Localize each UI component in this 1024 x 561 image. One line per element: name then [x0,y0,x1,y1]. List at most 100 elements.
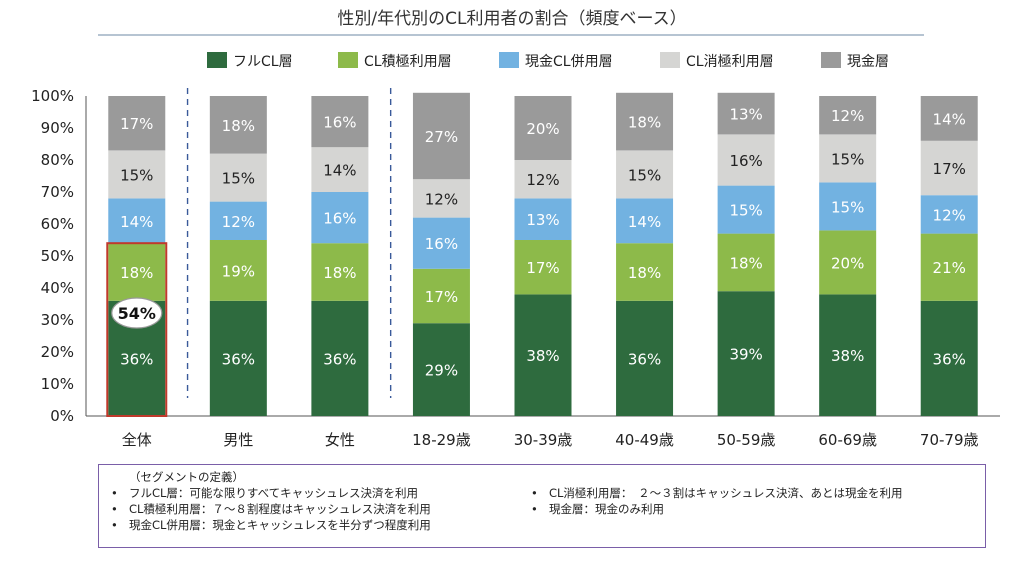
bar-segment [209,240,267,301]
y-tick-label: 50% [41,247,74,265]
data-label: 14% [120,213,153,231]
data-label: 20% [831,254,864,272]
data-label: 27% [425,128,458,146]
data-label: 15% [831,150,864,168]
bar-segment [717,291,775,416]
y-axis: 0% 10% 20% 30% 40% 50% 60% 70% 80% 90% 100% [31,87,1000,425]
definition-text: CL積極利用層：７～８割程度はキャッシュレス決済を利用 [129,502,431,516]
data-label: 15% [729,202,762,220]
bar-segment [412,92,470,180]
data-label: 18% [323,264,356,282]
data-label: 15% [222,170,255,188]
data-label: 38% [831,347,864,365]
bar-segment [920,195,978,234]
x-axis: 全体 男性 女性 18-29歳 30-39歳 40-49歳 50-59歳 60-69歳 70-7… [122,431,979,449]
bar-segment [108,198,166,244]
bar-segment [412,323,470,416]
callout-label: 54% [118,304,156,323]
bar-segment [819,294,877,416]
data-label: 38% [526,347,559,365]
data-label: 12% [222,213,255,231]
legend-swatch [660,52,680,68]
data-label: 16% [425,235,458,253]
bar-segment [819,96,877,135]
bar-segment [819,182,877,231]
bullet: • [111,518,118,532]
data-label: 36% [222,350,255,368]
bar-segment [311,300,369,416]
legend-swatch [821,52,841,68]
bar-segment [717,233,775,292]
bar-segment [717,134,775,186]
segment-definitions-box: （セグメントの定義） • フルCL層：可能な限りすべてキャッシュレス決済を利用 •… [98,464,986,548]
legend: フルCL層 CL積極利用層 現金CL併用層 CL消極利用層 現金層 [207,52,889,70]
data-label: 14% [933,110,966,128]
bar-segment [514,160,572,199]
bar-segment [311,147,369,192]
data-label: 17% [526,259,559,277]
legend-label: CL積極利用層 [364,54,452,70]
definition-item: • フルCL層：可能な限りすべてキャッシュレス決済を利用 [111,485,431,501]
x-tick-label: 男性 [223,431,253,449]
definition-item: • CL積極利用層：７～８割程度はキャッシュレス決済を利用 [111,501,431,517]
x-tick-label: 50-59歳 [717,431,776,449]
bar-segment [920,233,978,301]
data-label: 19% [222,262,255,280]
bar-segment [311,243,369,301]
bar-segment [412,179,470,218]
bullet: • [531,486,538,500]
y-tick-label: 70% [41,183,74,201]
bar-segment [616,150,674,199]
data-label: 18% [222,117,255,135]
legend-label: フルCL層 [233,54,293,70]
definition-text: フルCL層：可能な限りすべてキャッシュレス決済を利用 [129,486,418,500]
data-label: 13% [526,211,559,229]
bar-segment [514,240,572,295]
bar-segment [819,134,877,183]
data-label: 14% [628,213,661,231]
data-label: 18% [120,264,153,282]
legend-label: CL消極利用層 [686,54,774,70]
y-tick-label: 80% [41,151,74,169]
data-label: 18% [628,264,661,282]
y-tick-label: 30% [41,311,74,329]
data-label: 36% [628,350,661,368]
legend-swatch [207,52,227,68]
definitions-right: • CL消極利用層： ２～３割はキャッシュレス決済、あとは現金を利用 • 現金層：現… [531,485,902,517]
bullet: • [111,502,118,516]
data-label: 36% [933,350,966,368]
bullet: • [531,502,538,516]
bar-segment [717,92,775,135]
x-tick-label: 40-49歳 [615,431,674,449]
bullet: • [111,486,118,500]
data-label: 12% [526,171,559,189]
data-label: 15% [120,166,153,184]
bar-segment [311,96,369,148]
data-label: 36% [323,350,356,368]
data-label: 21% [933,259,966,277]
x-tick-label: 60-69歳 [818,431,877,449]
y-tick-label: 90% [41,119,74,137]
bar-segment [514,96,572,160]
y-tick-label: 100% [31,87,74,105]
x-tick-label: 全体 [122,431,152,449]
stacked-bar-chart: 性別/年代別のCL利用者の割合（頻度ベース） フルCL層 CL積極利用層 現金CL併… [31,9,1000,449]
data-label: 15% [831,198,864,216]
bar-segment [616,92,674,151]
data-label: 15% [628,166,661,184]
data-label: 29% [425,362,458,380]
x-tick-label: 70-79歳 [920,431,979,449]
bar-segment [209,300,267,416]
definition-text: 現金層：現金のみ利用 [549,502,664,516]
legend-swatch [499,52,519,68]
bar-segment [717,185,775,234]
data-label: 14% [323,162,356,180]
y-tick-label: 0% [50,407,74,425]
y-tick-label: 10% [41,375,74,393]
bar-segment [412,217,470,269]
data-label: 17% [120,115,153,133]
bar-segment [514,294,572,416]
bar-segment [311,192,369,244]
bar-segment [819,230,877,295]
data-label: 12% [425,190,458,208]
